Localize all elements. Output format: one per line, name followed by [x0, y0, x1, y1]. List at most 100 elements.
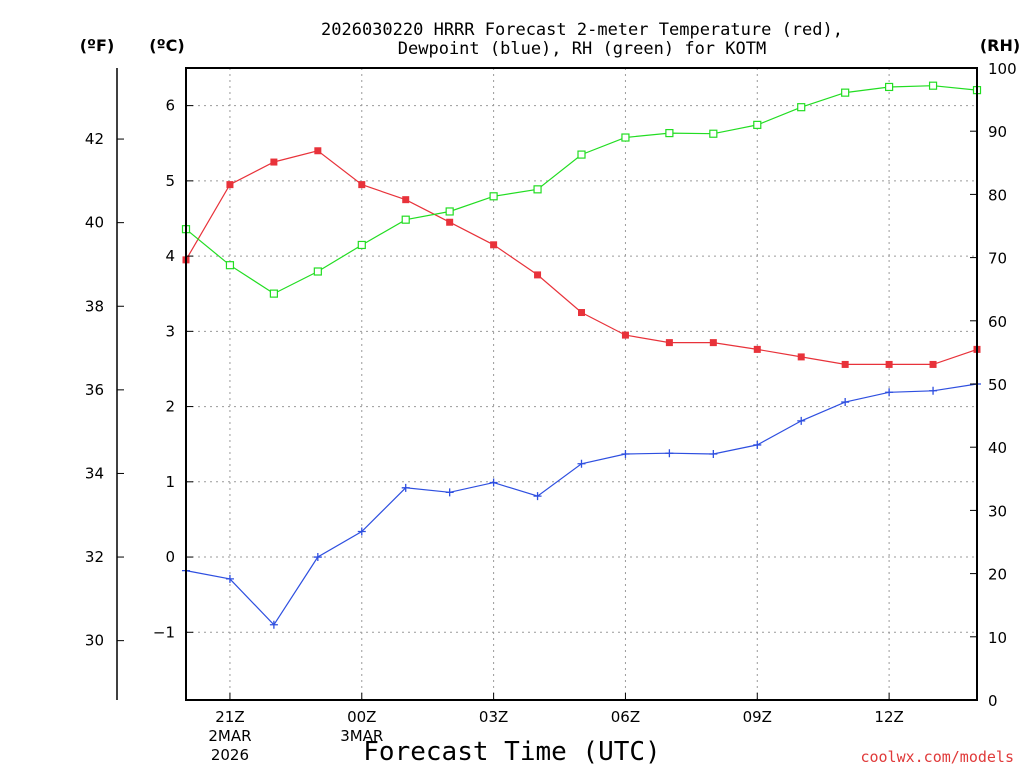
dewpoint-point: [225, 574, 234, 583]
x-tick-label: 21Z: [215, 708, 244, 726]
plot-frame: [185, 67, 978, 701]
x-tick-year-label: 2026: [211, 746, 249, 764]
rh-point: [401, 215, 410, 224]
celsius-tick-label: 6: [165, 97, 175, 115]
rh-axis-label: (RH): [980, 36, 1020, 55]
dewpoint-point: [841, 398, 850, 407]
source-credit: coolwx.com/models: [860, 748, 1014, 766]
temperature-point: [621, 331, 629, 339]
temperature-point: [314, 147, 322, 155]
fahrenheit-tick-label: 30: [85, 632, 104, 650]
rh-tick-label: 40: [988, 439, 1007, 457]
temperature-point: [885, 360, 893, 368]
rh-tick-label: 100: [988, 60, 1017, 78]
dewpoint-point: [489, 478, 498, 487]
series-layer: [181, 81, 982, 629]
tick-layer: −101234563032343638404201020304050607080…: [85, 60, 1017, 764]
x-tick-label: 03Z: [479, 708, 508, 726]
fahrenheit-tick-label: 38: [85, 297, 104, 315]
rh-point: [621, 133, 630, 142]
dewpoint-point: [621, 449, 630, 458]
dewpoint-point: [313, 553, 322, 562]
fahrenheit-tick-label: 34: [85, 464, 104, 482]
temperature-point: [358, 181, 366, 189]
x-axis-label: Forecast Time (UTC): [363, 737, 660, 767]
temperature-point: [534, 271, 542, 279]
rh-point: [885, 82, 894, 92]
rh-point: [357, 240, 366, 250]
dewpoint-point: [269, 620, 278, 629]
dewpoint-point: [929, 386, 938, 395]
rh-tick-label: 50: [988, 376, 1007, 394]
rh-point: [841, 88, 850, 97]
temperature-point: [578, 309, 585, 317]
temperature-point: [841, 360, 849, 368]
temperature-point: [929, 360, 937, 368]
dewpoint-point: [445, 488, 454, 497]
celsius-tick-label: 2: [165, 398, 175, 416]
temperature-point: [402, 196, 410, 204]
celsius-tick-label: 4: [165, 247, 175, 265]
celsius-tick-label: 1: [165, 473, 175, 491]
fahrenheit-axis-label: (ºF): [80, 36, 115, 55]
x-tick-date-label: 2MAR: [208, 727, 251, 745]
x-tick-label: 00Z: [347, 708, 376, 726]
dewpoint-point: [665, 449, 674, 458]
rh-point: [709, 129, 718, 138]
dewpoint-point: [709, 449, 718, 458]
celsius-tick-label: −1: [153, 623, 175, 641]
rh-point: [489, 192, 498, 201]
rh-point: [533, 185, 542, 194]
temperature-point: [753, 345, 761, 353]
fahrenheit-tick-label: 32: [85, 548, 104, 566]
x-tick-date-label: 3MAR: [340, 727, 383, 745]
x-tick-label: 09Z: [743, 708, 772, 726]
rh-tick-label: 0: [988, 692, 998, 710]
chart-title-line1: 2026030220 HRRR Forecast 2-meter Tempera…: [321, 20, 843, 40]
dewpoint-point: [357, 527, 366, 536]
rh-point: [665, 128, 674, 138]
x-tick-label: 06Z: [611, 708, 640, 726]
temperature-point: [490, 241, 498, 249]
temperature-series-line: [185, 150, 978, 365]
rh-point: [577, 150, 586, 159]
rh-point: [445, 207, 454, 216]
celsius-tick-label: 5: [165, 172, 175, 190]
rh-point: [797, 103, 806, 112]
dewpoint-point: [533, 492, 542, 501]
rh-tick-label: 70: [988, 250, 1007, 268]
temperature-point: [270, 158, 278, 166]
dewpoint-series-line: [185, 383, 978, 626]
x-tick-label: 12Z: [874, 708, 903, 726]
rh-point: [313, 267, 322, 276]
rh-tick-label: 10: [988, 629, 1007, 647]
rh-tick-label: 90: [988, 123, 1007, 141]
rh-tick-label: 80: [988, 186, 1007, 204]
temperature-point: [446, 218, 454, 226]
temperature-point: [226, 181, 234, 189]
temperature-point: [665, 339, 673, 347]
rh-point: [269, 289, 278, 298]
fahrenheit-tick-label: 40: [85, 214, 104, 232]
rh-point: [928, 81, 938, 90]
celsius-tick-label: 0: [165, 548, 175, 566]
rh-tick-label: 30: [988, 502, 1007, 520]
dewpoint-point: [401, 483, 410, 492]
rh-series-line: [185, 85, 978, 295]
temperature-point: [797, 353, 805, 361]
celsius-tick-label: 3: [165, 322, 175, 340]
temperature-point: [709, 339, 717, 347]
chart-title-line2: Dewpoint (blue), RH (green) for KOTM: [398, 39, 766, 59]
rh-tick-label: 60: [988, 313, 1007, 331]
celsius-axis-label: (ºC): [149, 36, 184, 55]
dewpoint-point: [885, 388, 894, 397]
fahrenheit-tick-label: 36: [85, 381, 104, 399]
grid-layer: [186, 68, 977, 700]
dewpoint-point: [753, 440, 762, 449]
dewpoint-point: [797, 416, 806, 425]
fahrenheit-tick-label: 42: [85, 130, 104, 148]
rh-point: [753, 120, 762, 129]
rh-point: [225, 261, 235, 270]
dewpoint-point: [577, 459, 586, 468]
